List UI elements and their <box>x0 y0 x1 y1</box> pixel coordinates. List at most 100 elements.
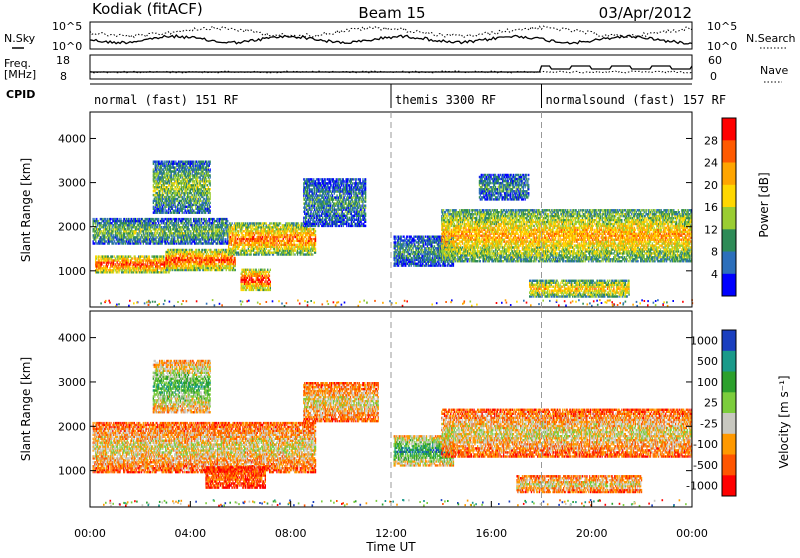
heat-cell <box>117 234 118 236</box>
heat-cell <box>112 255 113 257</box>
nave-right-tick-low: 0 <box>710 70 717 83</box>
power-cells <box>93 161 694 308</box>
beam-title: Beam 15 <box>358 4 425 22</box>
heat-cell <box>273 226 274 228</box>
heat-cell <box>235 257 236 259</box>
heat-cell <box>110 218 111 220</box>
heat-cell <box>158 218 159 220</box>
noise-traces <box>90 26 692 44</box>
heat-cell <box>287 230 288 232</box>
heat-cell <box>190 218 191 220</box>
heat-cell <box>201 218 202 220</box>
heat-cell <box>176 240 177 242</box>
heat-cell <box>113 228 114 230</box>
heat-cell <box>254 234 255 236</box>
freq-trace <box>90 66 692 72</box>
heat-cell <box>119 228 120 230</box>
heat-cell <box>253 232 254 234</box>
noise-panel <box>90 22 692 49</box>
heat-cell <box>250 252 251 254</box>
heat-cell <box>238 230 239 232</box>
heat-cell <box>287 234 288 236</box>
heat-cell <box>247 252 248 254</box>
cpid-segment-label: themis 3300 RF <box>395 93 496 107</box>
heat-cell <box>284 240 285 242</box>
freq-panel <box>90 55 692 79</box>
heat-cell <box>302 234 303 236</box>
heat-cell <box>275 230 276 232</box>
heat-cell <box>242 226 243 228</box>
cpid-segments: normal (fast) 151 RF themis 3300 RF normal… <box>94 84 726 108</box>
heat-cell <box>93 222 94 224</box>
heat-cell <box>231 242 232 244</box>
heat-cell <box>297 244 298 246</box>
heat-cell <box>301 222 302 224</box>
heat-cell <box>135 222 136 224</box>
heat-cell <box>101 222 102 224</box>
heat-cell <box>259 242 260 244</box>
heat-cell <box>176 218 177 220</box>
freq-label-2: [MHz] <box>4 68 36 81</box>
heat-cell <box>233 230 234 232</box>
heat-cell <box>161 226 162 228</box>
heat-cell <box>130 240 131 242</box>
heat-cell <box>275 238 276 240</box>
cpid-segment-label: normal (fast) 151 RF <box>94 93 239 107</box>
heat-cell <box>294 240 295 242</box>
heat-cell <box>293 238 294 240</box>
heat-cell <box>169 234 170 236</box>
cpid-label: CPID <box>6 88 35 101</box>
heat-cell <box>199 218 200 220</box>
heat-cell <box>152 232 153 234</box>
heat-cell <box>196 249 197 251</box>
heat-cell <box>258 252 259 254</box>
heat-cell <box>188 222 189 224</box>
heat-cell <box>149 255 150 257</box>
heat-cell <box>306 238 307 240</box>
heat-cell <box>315 230 316 232</box>
heat-cell <box>266 222 267 224</box>
heat-cell <box>268 242 269 244</box>
heat-cell <box>292 246 293 248</box>
heat-cell <box>293 226 294 228</box>
heat-cell <box>311 238 312 240</box>
station-title: Kodiak (fitACF) <box>92 0 203 18</box>
heat-cell <box>155 222 156 224</box>
heat-cell <box>244 246 245 248</box>
heat-cell <box>280 222 281 224</box>
heat-cell <box>128 259 129 261</box>
heat-cell <box>268 234 269 236</box>
heat-cell <box>235 269 236 271</box>
heat-cell <box>267 240 268 242</box>
heat-cell <box>171 234 172 236</box>
heat-cell <box>120 228 121 230</box>
heat-cell <box>315 252 316 254</box>
heat-cell <box>208 249 209 251</box>
rti-figure: Kodiak (fitACF) Beam 15 03/Apr/2012 N.Sk… <box>0 0 800 554</box>
freq-nave-traces <box>90 66 692 73</box>
nsky-label: N.Sky <box>4 32 36 45</box>
noise-right-tick-low: 10^0 <box>707 40 737 53</box>
heat-cell <box>291 252 292 254</box>
heat-cell <box>232 222 233 224</box>
heat-cell <box>278 252 279 254</box>
nave-right-tick-high: 60 <box>708 54 722 67</box>
cpid-segment-label: normalsound (fast) 157 RF <box>546 93 727 107</box>
heat-cell <box>216 263 217 265</box>
heat-cell <box>258 226 259 228</box>
heat-cell <box>190 230 191 232</box>
noise-left-tick-low: 10^0 <box>52 40 82 53</box>
nsearch-label: N.Search <box>746 32 796 45</box>
freq-left-tick-low: 8 <box>60 70 67 83</box>
heat-cell <box>294 253 295 255</box>
heat-cell <box>299 224 300 226</box>
heat-cell <box>315 238 316 240</box>
heat-cell <box>166 232 167 234</box>
heat-cell <box>121 232 122 234</box>
heat-cell <box>271 222 272 224</box>
heat-cell <box>137 234 138 236</box>
heat-cell <box>132 257 133 259</box>
heat-cell <box>206 218 207 220</box>
heat-cell <box>96 255 97 257</box>
